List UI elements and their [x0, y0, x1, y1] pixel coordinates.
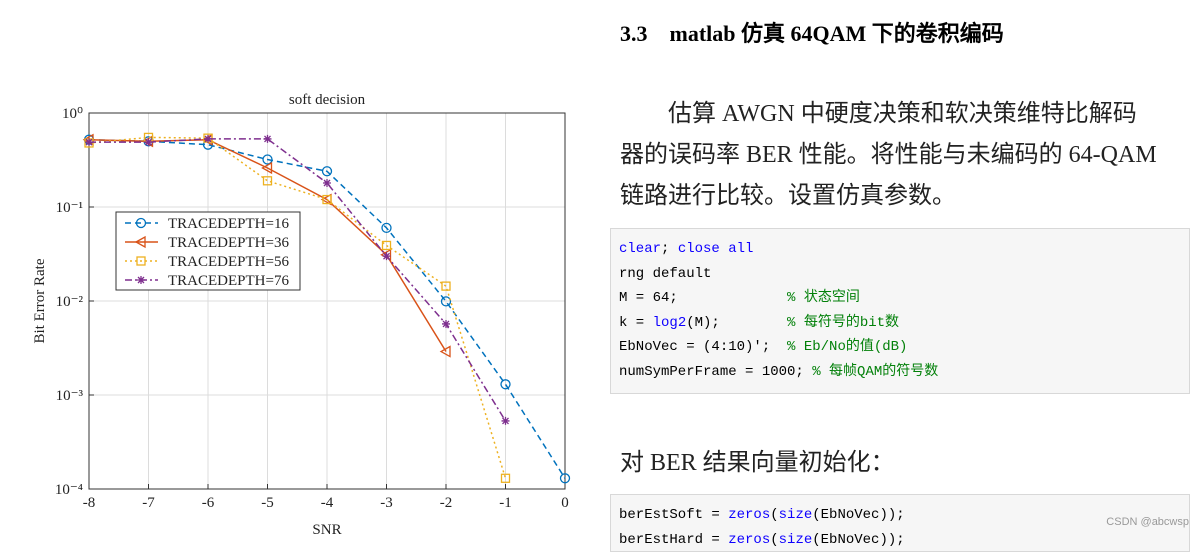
- code-token: rng default: [619, 265, 712, 282]
- legend-label: TRACEDEPTH=56: [168, 254, 289, 270]
- marker: [500, 473, 511, 483]
- code-token: ;: [661, 241, 678, 257]
- marker: [500, 379, 511, 390]
- marker: [262, 176, 273, 186]
- code-line: berEstHard = zeros(size(EbNoVec));: [619, 528, 1189, 551]
- marker: [323, 179, 331, 188]
- marker: [263, 134, 272, 143]
- heading: 3.3 matlab 仿真 64QAM 下的卷积编码: [620, 21, 1004, 46]
- marker: [382, 252, 391, 261]
- code-line: rng default: [619, 262, 1189, 287]
- series-line: [88, 138, 566, 479]
- code-token: EbNoVec = (4:10)';: [619, 339, 788, 356]
- y-tick-label: 10⁻¹: [56, 200, 83, 216]
- paragraph: 对 BER 结果向量初始化：: [620, 443, 895, 484]
- watermark: CSDN @abcwsp: [1106, 516, 1189, 528]
- code-token: close all: [677, 241, 754, 257]
- y-axis-label: Bit Error Rate: [32, 258, 48, 343]
- marker: [144, 138, 153, 147]
- code-token: (M);: [686, 314, 788, 331]
- x-tick-label: -5: [261, 495, 274, 511]
- x-axis-label: SNR: [312, 522, 341, 538]
- y-tick-label: 10⁻³: [56, 388, 84, 404]
- code-token: M = 64;: [619, 290, 788, 307]
- series-line: [89, 138, 507, 422]
- code-token: berEstHard =: [619, 531, 729, 548]
- y-tick-label: 10⁻²: [56, 294, 84, 310]
- code-token: (: [770, 531, 779, 548]
- code-token: k =: [619, 314, 653, 331]
- x-tick-label: -8: [83, 495, 96, 511]
- marker: [262, 154, 273, 165]
- y-tick-label: 10⁰: [62, 106, 83, 122]
- marker: [381, 240, 392, 251]
- marker: [135, 217, 147, 229]
- x-tick-label: -7: [142, 495, 155, 511]
- text-line: 链路进行比较。设置仿真参数。: [620, 183, 956, 209]
- marker: [439, 345, 451, 358]
- code-token: % 每帧QAM的符号数: [812, 363, 939, 380]
- code-token: log2: [652, 314, 687, 331]
- code-token: (EbNoVec));: [812, 531, 905, 548]
- code-token: zeros: [728, 531, 771, 548]
- legend-box: [115, 211, 301, 291]
- series-line: [88, 136, 507, 479]
- code-token: % 每符号的bit数: [787, 314, 900, 331]
- marker: [442, 319, 450, 328]
- marker: [381, 222, 392, 234]
- code-token: numSymPerFrame = 1000;: [619, 363, 813, 380]
- marker: [441, 281, 451, 291]
- chart-title: soft decision: [289, 92, 366, 108]
- marker: [85, 138, 93, 147]
- text-line: 对 BER 结果向量初始化：: [620, 450, 895, 476]
- code-line: clear; close all: [619, 237, 1189, 262]
- marker: [440, 296, 452, 307]
- code-token: size: [778, 531, 813, 548]
- code-token: % 状态空间: [787, 290, 860, 307]
- x-tick-label: -2: [440, 495, 453, 511]
- marker: [134, 235, 146, 249]
- code-token: (EbNoVec));: [812, 507, 905, 523]
- marker: [501, 416, 510, 425]
- code-line: EbNoVec = (4:10)'; % Eb/No的值(dB): [619, 335, 1189, 360]
- legend-label: TRACEDEPTH=76: [168, 273, 289, 289]
- code-token: (: [770, 507, 779, 523]
- code-token: size: [778, 507, 813, 523]
- marker: [322, 194, 332, 205]
- marker: [136, 256, 146, 266]
- code-block: clear; close all rng default M = 64; % 状态空…: [610, 228, 1190, 394]
- y-tick-label: 10⁻⁴: [55, 482, 83, 498]
- legend: TRACEDEPTH=16 TRACEDEPTH=36 TRACEDEPTH=56 T…: [115, 211, 301, 291]
- code-token: zeros: [728, 507, 771, 523]
- axes-box: [88, 112, 566, 490]
- legend-label: TRACEDEPTH=16: [168, 216, 289, 232]
- marker: [137, 276, 145, 284]
- code-token: % Eb/No的值(dB): [787, 339, 908, 356]
- code-block: berEstSoft = zeros(size(EbNoVec)); berEst…: [610, 494, 1190, 552]
- legend-label: TRACEDEPTH=36: [168, 235, 289, 251]
- code-token: clear: [619, 241, 662, 257]
- x-tick-label: -3: [380, 495, 393, 511]
- code-line: numSymPerFrame = 1000; % 每帧QAM的符号数: [619, 360, 1189, 385]
- marker: [261, 161, 273, 175]
- marker: [204, 134, 212, 143]
- marker: [321, 166, 333, 177]
- code-token: berEstSoft =: [619, 507, 729, 523]
- x-tick-label: -1: [499, 495, 512, 511]
- page: -8 -7 -6 -5 -4 -3 -2 -1 0 10⁰ 10⁻¹ 10⁻² 10⁻³ 10⁻⁴ soft…: [32, 21, 1190, 552]
- code-line: k = log2(M); % 每符号的bit数: [619, 311, 1189, 336]
- paragraph: 估算 AWGN 中硬度决策和软决策维特比解码器的误码率 BER 性能。将性能与未…: [620, 94, 1157, 217]
- chart: -8 -7 -6 -5 -4 -3 -2 -1 0 10⁰ 10⁻¹ 10⁻² 10⁻³ 10⁻⁴ soft…: [32, 92, 571, 538]
- x-tick-label: -4: [321, 495, 334, 511]
- marker: [559, 473, 571, 484]
- code-line: M = 64; % 状态空间: [619, 286, 1189, 311]
- x-tick-label: 0: [561, 495, 569, 511]
- text-line: 估算 AWGN 中硬度决策和软决策维特比解码: [668, 101, 1137, 127]
- text-line: 器的误码率 BER 性能。将性能与未编码的 64-QAM: [620, 142, 1157, 168]
- code-line: berEstSoft = zeros(size(EbNoVec));: [619, 503, 1189, 528]
- x-tick-label: -6: [202, 495, 215, 511]
